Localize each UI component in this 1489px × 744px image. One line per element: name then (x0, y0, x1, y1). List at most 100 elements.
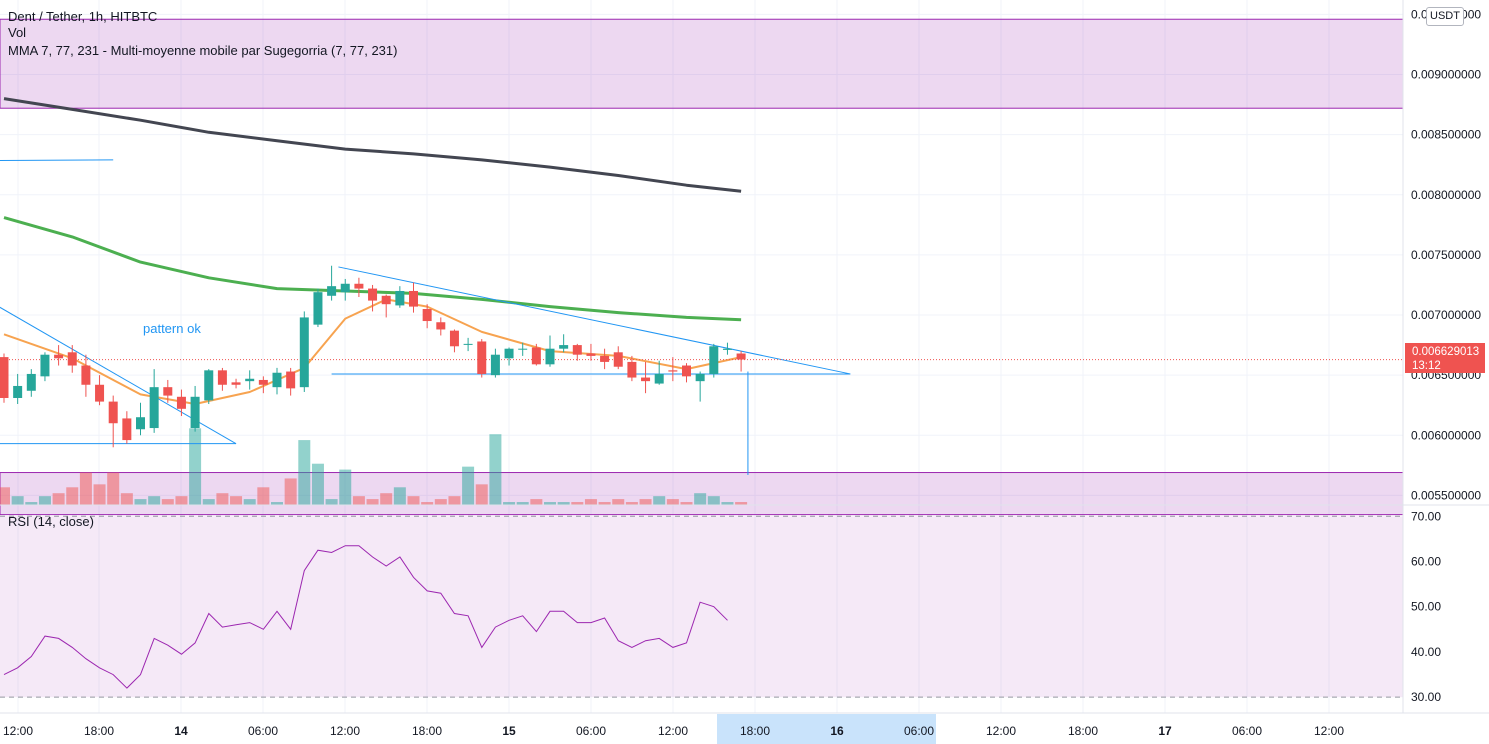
time-tick-label: 18:00 (84, 724, 114, 738)
time-axis: 12:00 18:00 14 06:00 12:00 18:00 15 06:00 12:00 1… (3, 714, 1344, 744)
candle-body (709, 346, 719, 374)
mma-legend: MMA 7, 77, 231 - Multi-moyenne mobile pa… (8, 43, 398, 58)
support-resistance-zones (0, 18, 1404, 516)
time-tick-label: 18:00 (412, 724, 442, 738)
time-tick-label: 14 (174, 724, 188, 738)
candle-body (600, 355, 610, 362)
candle-body (449, 330, 459, 347)
volume-bar (175, 496, 188, 505)
candle-body (204, 370, 214, 401)
volume-bar (339, 469, 352, 505)
candle-body (395, 290, 405, 306)
candle-body (586, 353, 596, 356)
symbol-title: Dent / Tether, 1h, HITBTC (8, 9, 158, 24)
trendlines (0, 159, 1403, 475)
time-tick-label: 06:00 (248, 724, 278, 738)
time-tick-label: 15 (502, 724, 516, 738)
volume-bar (148, 496, 161, 505)
price-tick-label: 0.005500000 (1411, 488, 1481, 502)
candle-body (95, 384, 105, 402)
volume-bar (735, 502, 748, 505)
candle-body (122, 418, 132, 441)
candle-body (0, 357, 9, 398)
candle-body (327, 286, 337, 296)
candle-body (463, 343, 473, 345)
volume-bar (284, 478, 297, 505)
volume-bar (516, 502, 529, 505)
candle-body (217, 370, 227, 385)
volume-bar (666, 499, 679, 505)
volume-bar (352, 496, 365, 505)
candle-body (149, 387, 159, 429)
volume-bar (79, 472, 92, 505)
volume-bar (189, 428, 202, 505)
candle-body (54, 354, 64, 359)
currency-unit-button[interactable]: USDT (1426, 7, 1464, 26)
trendline (338, 266, 851, 375)
time-tick-label: 18:00 (1068, 724, 1098, 738)
price-tick-label: 0.009000000 (1411, 68, 1481, 82)
rsi-series-line (3, 545, 728, 689)
candle-body (736, 353, 746, 360)
price-tick-label: 0.007500000 (1411, 248, 1481, 262)
candle-body (627, 361, 637, 378)
time-tick-label: 06:00 (576, 724, 606, 738)
time-tick-label: 06:00 (904, 724, 934, 738)
volume-bar (230, 496, 243, 505)
volume-bar (462, 466, 475, 505)
volume-bar (694, 493, 707, 505)
price-tick-label: 0.008000000 (1411, 188, 1481, 202)
candle-body (490, 354, 500, 376)
candle-body (477, 341, 487, 374)
rsi-tick-label: 60.00 (1411, 555, 1441, 569)
candle-body (409, 290, 418, 307)
moving-average-line (3, 97, 742, 193)
volume-bar (107, 472, 120, 505)
candle-body (136, 417, 145, 430)
rsi-tick-label: 70.00 (1411, 509, 1441, 523)
volume-bar (448, 496, 461, 505)
volume-bar (66, 487, 79, 505)
candle-body (572, 345, 582, 355)
volume-bar (598, 502, 611, 505)
volume-bar (612, 499, 625, 505)
volume-bar (393, 487, 406, 505)
candle-body (654, 373, 664, 384)
grid-lines (0, 0, 1403, 713)
candle-body (108, 401, 118, 424)
candle-body (354, 283, 364, 289)
volume-bar (216, 493, 229, 505)
price-tick-label: 0.008500000 (1411, 128, 1481, 142)
candle-body (340, 283, 350, 293)
price-tick-label: 0.007000000 (1411, 308, 1481, 322)
moving-average-line (3, 298, 742, 405)
crosshair-time-highlight (717, 714, 936, 744)
volume-bar (298, 440, 311, 505)
volume-bar (161, 499, 174, 505)
time-tick-label: 17 (1158, 724, 1172, 738)
volume-bar (325, 499, 338, 505)
candle-body (81, 365, 91, 385)
rsi-tick-label: 50.00 (1411, 600, 1441, 614)
volume-bar (639, 499, 652, 505)
time-tick-label: 12:00 (3, 724, 33, 738)
volume-bars (0, 428, 748, 505)
volume-bar (571, 502, 584, 505)
time-tick-label: 16 (830, 724, 844, 738)
candle-body (163, 387, 173, 396)
pattern-annotation: pattern ok (143, 321, 201, 336)
volume-bar (489, 434, 502, 505)
time-tick-label: 12:00 (1314, 724, 1344, 738)
volume-bar (52, 493, 65, 505)
candle-body (668, 370, 678, 372)
time-tick-label: 06:00 (1232, 724, 1262, 738)
candle-body (368, 288, 378, 301)
volume-bar (120, 493, 133, 505)
volume-bar (0, 487, 10, 505)
rsi-line (3, 545, 728, 689)
volume-bar (557, 502, 570, 505)
volume-bar (475, 484, 488, 505)
candle-body (531, 347, 541, 365)
candle-body (436, 322, 446, 330)
